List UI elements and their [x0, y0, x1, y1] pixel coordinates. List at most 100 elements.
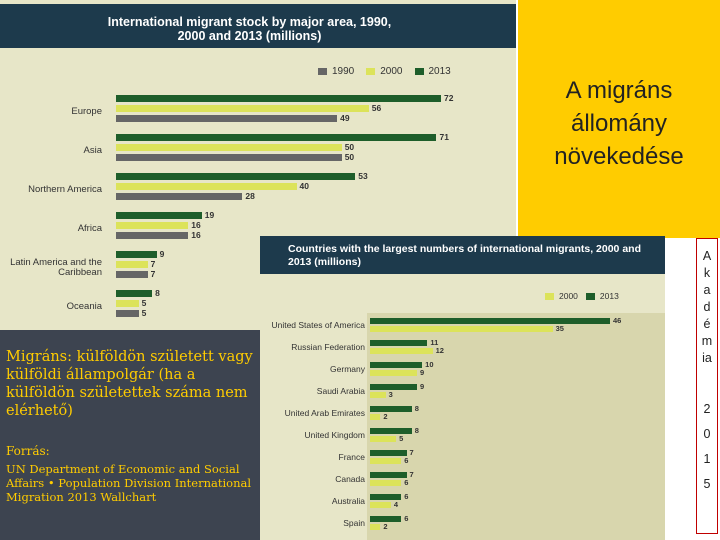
c1-legend-item: 2013 — [414, 66, 451, 77]
c1-legend-swatch — [318, 68, 327, 75]
c1-legend-item: 2000 — [366, 66, 403, 77]
c2-category-label: United Kingdom — [304, 430, 365, 440]
c2-category-label: Spain — [343, 518, 365, 528]
c2-data-label: 9 — [419, 382, 425, 391]
c2-bar-2013 — [370, 472, 407, 478]
c1-data-label: 16 — [191, 220, 201, 230]
side-letter: é — [703, 317, 711, 331]
c1-data-label: 56 — [371, 103, 382, 113]
side-letter: m — [701, 334, 713, 348]
c2-legend-label: 2013 — [599, 291, 619, 301]
title-panel: A migráns állomány növekedése — [518, 0, 720, 238]
major-area-chart-title: International migrant stock by major are… — [107, 15, 392, 43]
c1-data-label: 49 — [340, 113, 350, 123]
c2-data-label: 9 — [419, 368, 425, 377]
c1-legend-swatch — [414, 68, 424, 75]
c1-bar-2000 — [116, 105, 369, 112]
c1-legend-swatch — [366, 68, 376, 75]
c1-bar-1990 — [116, 232, 189, 239]
c1-bar-2013 — [116, 95, 441, 102]
side-letter: 2 — [703, 402, 711, 416]
c2-data-label: 7 — [409, 470, 414, 479]
side-letter: k — [703, 266, 711, 280]
c2-legend-item: 2000 — [545, 291, 578, 301]
c2-data-label: 35 — [555, 324, 564, 333]
c2-legend-swatch — [545, 292, 554, 300]
c2-bar-2013 — [370, 494, 402, 500]
major-area-chart: International migrant stock by major are… — [0, 0, 516, 330]
c2-category-label: Russian Federation — [291, 342, 365, 352]
definition-panel: Migráns: külföldön született vagy külföl… — [0, 330, 262, 540]
c1-data-label: 72 — [444, 93, 454, 103]
c2-bar-2000 — [370, 502, 391, 508]
c2-category-label: Germany — [330, 364, 365, 374]
c2-data-label: 6 — [404, 492, 409, 501]
c2-data-label: 2 — [383, 412, 388, 421]
c2-bar-2000 — [370, 370, 417, 376]
c2-data-label: 12 — [435, 346, 444, 355]
c1-category-label: Asia — [83, 145, 102, 156]
c2-legend-label: 2000 — [559, 291, 578, 301]
c2-legend-swatch — [585, 292, 595, 300]
c2-bar-2013 — [370, 450, 407, 456]
c1-bar-1990 — [116, 271, 148, 278]
c1-bar-2000 — [116, 300, 139, 307]
countries-chart-title: Countries with the largest numbers of in… — [288, 243, 641, 268]
c1-legend-label: 2000 — [380, 66, 403, 77]
c1-data-label: 9 — [159, 249, 165, 259]
c2-category-label: France — [338, 452, 365, 462]
c2-category-label: United States of America — [271, 320, 365, 330]
c1-bar-2013 — [116, 173, 356, 180]
c1-data-label: 7 — [150, 269, 156, 279]
side-letter: 1 — [703, 452, 711, 466]
major-area-chart-header: International migrant stock by major are… — [0, 4, 516, 48]
c1-bar-2000 — [116, 261, 148, 268]
c1-bar-2000 — [116, 144, 342, 151]
c1-bar-2000 — [116, 222, 189, 229]
c1-data-label: 53 — [358, 171, 368, 181]
c2-data-label: 4 — [393, 500, 399, 509]
c2-bar-2000 — [370, 524, 381, 530]
c1-data-label: 16 — [191, 230, 201, 240]
side-letter: a — [703, 283, 711, 297]
countries-legend: 2000 2013 — [545, 291, 619, 301]
c1-bar-2013 — [116, 134, 437, 141]
c1-data-label: 19 — [204, 210, 215, 220]
c1-data-label: 5 — [141, 298, 147, 308]
c2-data-label: 46 — [613, 316, 622, 325]
c2-bar-2013 — [370, 340, 428, 346]
side-letter: A — [702, 249, 712, 263]
c1-data-label: 7 — [150, 259, 156, 269]
c2-bar-2000 — [370, 414, 381, 420]
c2-data-label: 6 — [404, 456, 409, 465]
c1-data-label: 28 — [245, 191, 255, 201]
c2-bar-2013 — [370, 384, 417, 390]
countries-chart: Countries with the largest numbers of in… — [260, 236, 665, 540]
c2-data-label: 2 — [383, 522, 388, 531]
slide-title: A migráns állomány növekedése — [554, 77, 684, 170]
c1-bar-1990 — [116, 154, 342, 161]
migrant-definition: Migráns: külföldön született vagy külföl… — [6, 349, 253, 419]
c2-category-label: United Arab Emirates — [284, 408, 365, 418]
c2-category-label: Saudi Arabia — [316, 386, 365, 396]
c2-data-label: 6 — [404, 478, 409, 487]
c1-category-label: Northern America — [28, 184, 102, 195]
side-letter: ia — [702, 351, 712, 365]
c2-bar-2000 — [370, 348, 433, 354]
c1-data-label: 8 — [155, 288, 160, 298]
c2-bar-2013 — [370, 406, 412, 412]
c2-bar-2000 — [370, 480, 402, 486]
c1-legend-label: 2013 — [428, 66, 451, 77]
c2-bar-2013 — [370, 428, 412, 434]
c1-category-label: Africa — [77, 223, 102, 234]
c2-data-label: 7 — [409, 448, 414, 457]
c2-bar-2000 — [370, 392, 386, 398]
side-letter: 0 — [703, 427, 711, 441]
c1-bar-2013 — [116, 290, 153, 297]
c2-bar-2013 — [370, 362, 423, 368]
c2-bar-2013 — [370, 516, 402, 522]
c2-bar-2000 — [370, 458, 402, 464]
c1-bar-1990 — [116, 115, 338, 122]
c1-bar-1990 — [116, 310, 139, 317]
c2-category-label: Canada — [335, 474, 365, 484]
